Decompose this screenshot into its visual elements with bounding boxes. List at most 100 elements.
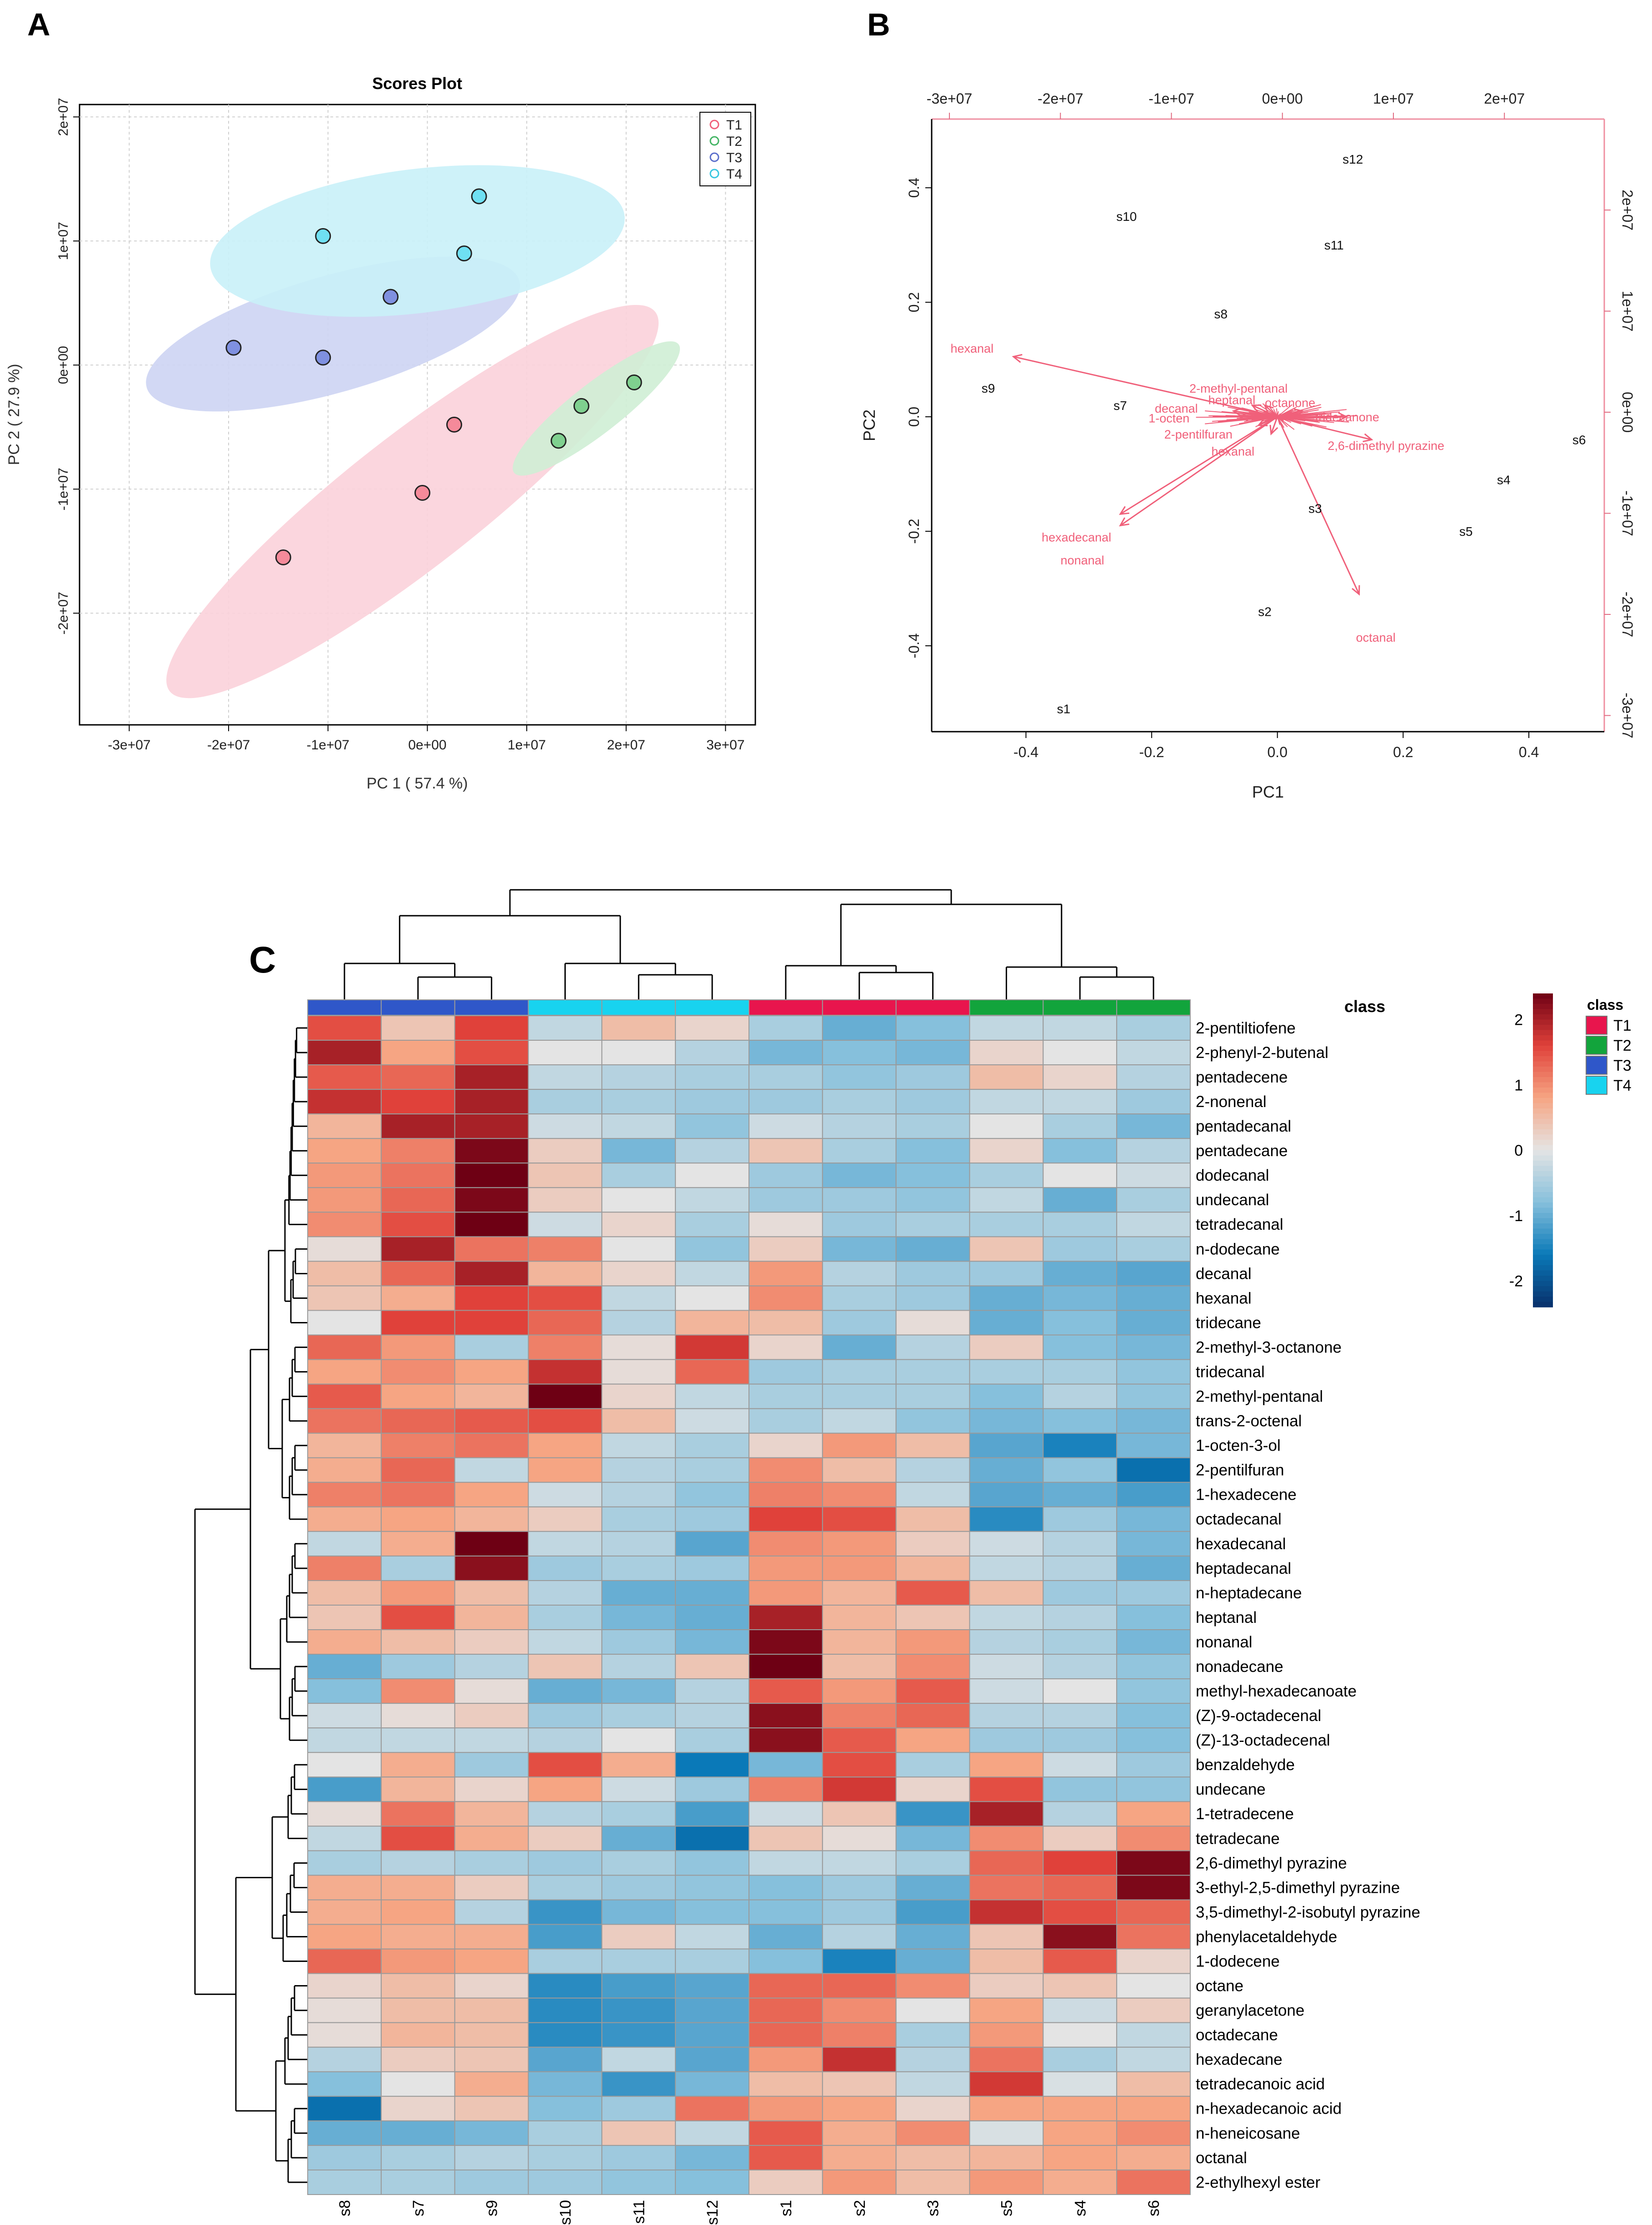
heatmap-cell — [1043, 1899, 1118, 1925]
heatmap-cell — [895, 2022, 970, 2048]
scale-tick-label: 1 — [1514, 1077, 1523, 1094]
heatmap-cell — [601, 1162, 676, 1188]
heatmap-cell — [528, 1261, 603, 1287]
heatmap-cell — [601, 1580, 676, 1606]
heatmap-cell — [307, 1359, 382, 1385]
class-legend-swatch-t1 — [1586, 1016, 1607, 1035]
heatmap-cell — [969, 2022, 1044, 2048]
loading-arrow-head — [1352, 585, 1360, 596]
row-label: n-heptadecane — [1196, 1584, 1302, 1602]
heatmap-cell — [822, 1261, 897, 1287]
heatmap-cell — [675, 2022, 749, 2048]
heatmap-cell — [749, 1924, 823, 1950]
heatmap-cell — [528, 1089, 603, 1115]
heatmap-cell — [675, 1727, 749, 1753]
score-point-t2 — [573, 398, 589, 414]
heatmap-cell — [1116, 2095, 1191, 2121]
heatmap-cell — [749, 1383, 823, 1409]
heatmap-cell — [1116, 1383, 1191, 1409]
legend-box — [699, 112, 751, 186]
heatmap-cell — [528, 1212, 603, 1237]
heatmap-cell — [749, 1113, 823, 1139]
heatmap-cell — [601, 1236, 676, 1262]
heatmap-cell — [528, 1605, 603, 1631]
heatmap-cell — [822, 1973, 897, 1999]
scale-swatch — [1533, 1019, 1553, 1025]
heatmap-cell — [822, 1187, 897, 1213]
heatmap-cell — [1116, 1040, 1191, 1066]
heatmap-cell — [969, 1752, 1044, 1778]
heatmap-cell — [528, 1506, 603, 1532]
right-tick-label: 0e+00 — [1619, 392, 1636, 433]
right-tick-label: -1e+07 — [1619, 490, 1636, 536]
heatmap-cell — [1043, 1113, 1118, 1139]
heatmap-cell — [1116, 1162, 1191, 1188]
heatmap-cell — [969, 1924, 1044, 1950]
x-tick-label: -0.2 — [1139, 744, 1164, 760]
heatmap-cell — [528, 2095, 603, 2121]
heatmap-cell — [454, 1285, 529, 1311]
row-label: n-hexadecanoic acid — [1196, 2100, 1342, 2118]
y-tick-label: 0.0 — [906, 407, 922, 427]
heatmap-cell — [822, 1580, 897, 1606]
heatmap-cell — [895, 1997, 970, 2023]
heatmap-cell — [307, 2145, 382, 2170]
heatmap-cell — [675, 1801, 749, 1827]
heatmap-cell — [749, 2071, 823, 2097]
heatmap-cell — [307, 1924, 382, 1950]
row-label: trans-2-octenal — [1196, 1412, 1302, 1430]
heatmap-row-dendrogram — [194, 1027, 308, 2183]
heatmap-cell — [454, 2022, 529, 2048]
heatmap-row-labels: 2-pentiltiofene 2-phenyl-2-butenal pentade… — [1196, 1019, 1420, 2191]
heatmap-cell — [454, 1678, 529, 1704]
heatmap-cell — [1043, 1432, 1118, 1458]
column-label-s2: s2 — [851, 2200, 868, 2216]
scale-swatch — [1533, 1192, 1553, 1198]
top-tick-label: 0e+00 — [1262, 90, 1303, 107]
heatmap-cell — [1116, 1113, 1191, 1139]
heatmap-cell — [749, 1801, 823, 1827]
loading-label: decanal — [1155, 402, 1198, 415]
scores-plot-ellipses — [146, 165, 680, 698]
heatmap-cell — [1116, 1089, 1191, 1115]
loading-label: hexanal — [1212, 445, 1255, 459]
heatmap-cell — [601, 1506, 676, 1532]
heatmap-cell — [822, 1629, 897, 1655]
heatmap-cell — [969, 1776, 1044, 1802]
heatmap-cell — [895, 1654, 970, 1680]
loading-arrow-head — [1119, 517, 1129, 527]
heatmap-cell — [1116, 1703, 1191, 1729]
heatmap-cell — [1043, 1948, 1118, 1974]
scale-swatch — [1533, 1082, 1553, 1088]
heatmap-cell — [969, 1899, 1044, 1925]
y-tick-label: 2e+07 — [56, 98, 71, 136]
scale-swatch — [1533, 1176, 1553, 1182]
heatmap-cell — [601, 1605, 676, 1631]
panel-a-scores-plot: A Scores Plot -3e+07 -2e+07 -1e+07 0e+00 1e+… — [5, 7, 756, 792]
heatmap-cell — [528, 1040, 603, 1066]
heatmap-cell — [601, 2095, 676, 2121]
heatmap-cell — [749, 1826, 823, 1851]
heatmap-cell — [1116, 1261, 1191, 1287]
heatmap-cell — [1043, 1285, 1118, 1311]
heatmap-cell — [528, 1875, 603, 1901]
heatmap-cell — [307, 1236, 382, 1262]
heatmap-cell — [675, 2071, 749, 2097]
heatmap-cell — [528, 1678, 603, 1704]
legend-marker-t2 — [709, 136, 719, 146]
loading-arrow-minor — [1277, 404, 1321, 418]
row-label: 1-hexadecene — [1196, 1486, 1297, 1504]
scale-swatch — [1533, 1218, 1553, 1224]
heatmap-cell — [454, 1138, 529, 1164]
confidence-ellipse-t4 — [210, 165, 625, 317]
heatmap-cell — [454, 2120, 529, 2146]
heatmap-cell — [895, 1138, 970, 1164]
heatmap-cell — [307, 1138, 382, 1164]
scale-swatch — [1533, 1098, 1553, 1104]
heatmap-cell — [380, 1555, 455, 1581]
heatmap-cell — [601, 2120, 676, 2146]
heatmap-cell — [528, 1948, 603, 1974]
row-label: 1-octen-3-ol — [1196, 1437, 1281, 1455]
heatmap-cell — [749, 1138, 823, 1164]
class-bar-cell-t4 — [528, 999, 603, 1016]
